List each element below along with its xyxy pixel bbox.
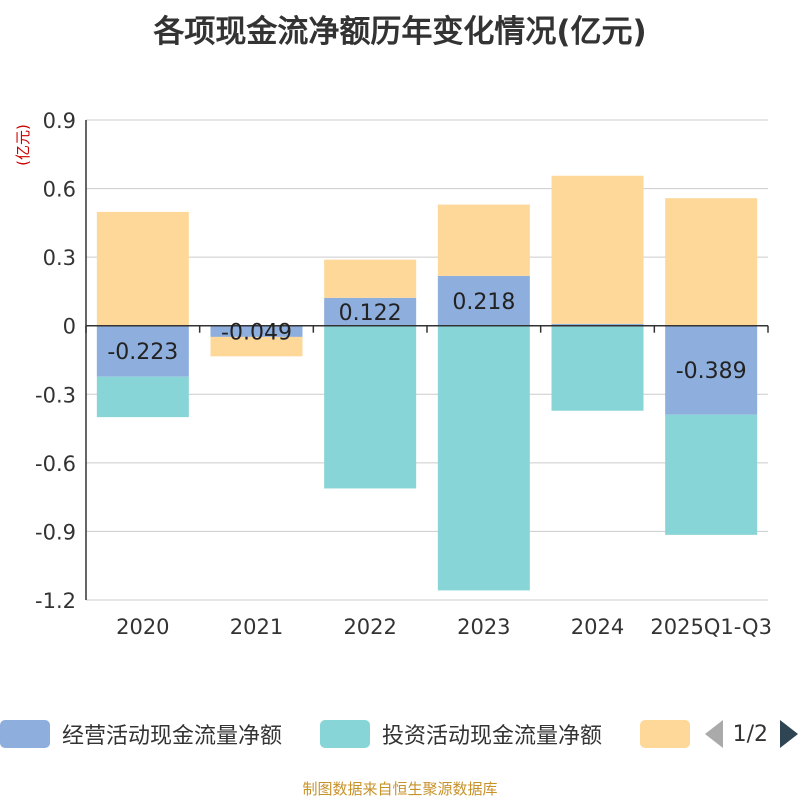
y-tick-label: -0.3: [35, 383, 76, 407]
data-label-operating: 0.218: [452, 290, 515, 315]
y-tick-label: -0.6: [35, 452, 76, 476]
legend-swatch-financing: [640, 720, 690, 748]
bar-operating-2022[interactable]: [324, 297, 417, 326]
legend-pager: 1/2: [704, 712, 798, 756]
data-label-operating: -0.389: [676, 359, 747, 384]
x-tick-label: 2021: [230, 615, 283, 639]
bar-operating-2025Q1-Q3[interactable]: [665, 325, 758, 415]
legend-item-investing[interactable]: 投资活动现金流量净额: [320, 712, 602, 756]
bar-investing-2020[interactable]: [96, 376, 189, 418]
y-tick-label: 0.6: [43, 178, 76, 202]
y-tick-label: 0.3: [43, 246, 76, 270]
bar-financing-2022[interactable]: [324, 259, 417, 298]
bar-investing-2022[interactable]: [324, 325, 417, 489]
bar-operating-2023[interactable]: [437, 275, 530, 326]
bar-financing-2023[interactable]: [437, 204, 530, 276]
data-label-operating: -0.049: [221, 320, 292, 345]
chart-area: 0.9 0.6 0.3 0 -0.3 -0.6 -0.9 -1.2 (亿元) -0.223 -0.0…: [14, 109, 772, 639]
x-tick-label: 2025Q1-Q3: [650, 615, 772, 639]
y-tick-label: 0.9: [43, 109, 76, 133]
data-label-operating: 0.122: [339, 301, 402, 326]
legend-label-operating: 经营活动现金流量净额: [62, 724, 283, 749]
bar-financing-2021[interactable]: [210, 336, 303, 357]
y-tick-label: 0: [63, 315, 76, 339]
legend-swatch-operating: [0, 720, 50, 748]
x-tick-label: 2020: [116, 615, 169, 639]
data-source-note: 制图数据来自恒生聚源数据库: [302, 780, 498, 798]
y-tick-label: -0.9: [35, 520, 76, 544]
bar-operating-2021[interactable]: [210, 325, 303, 337]
legend-item-operating[interactable]: 经营活动现金流量净额: [0, 712, 282, 756]
bar-investing-2024[interactable]: [551, 325, 644, 411]
bar-financing-2025Q1-Q3[interactable]: [665, 198, 758, 326]
legend: 经营活动现金流量净额 投资活动现金流量净额: [0, 712, 800, 756]
legend-item-financing[interactable]: [640, 712, 690, 756]
y-tick-label: -1.2: [35, 589, 76, 613]
bar-investing-2025Q1-Q3[interactable]: [665, 414, 758, 535]
x-tick-label: 2022: [343, 615, 396, 639]
bar-financing-2024[interactable]: [551, 175, 644, 324]
x-tick-label: 2024: [571, 615, 624, 639]
bar-operating-2020[interactable]: [96, 325, 189, 377]
legend-next-page-icon[interactable]: [780, 720, 798, 748]
y-axis-title: (亿元): [14, 124, 32, 166]
bar-investing-2023[interactable]: [437, 325, 530, 591]
bar-financing-2020[interactable]: [96, 211, 189, 326]
legend-swatch-investing: [320, 720, 370, 748]
x-tick-label: 2023: [457, 615, 510, 639]
bar-operating-2024[interactable]: [551, 323, 644, 326]
legend-prev-page-icon[interactable]: [704, 720, 723, 748]
legend-page-indicator: 1/2: [732, 721, 768, 747]
data-label-operating: -0.223: [107, 340, 178, 365]
chart-title: 各项现金流净额历年变化情况(亿元): [153, 14, 647, 50]
legend-label-investing: 投资活动现金流量净额: [382, 724, 603, 749]
